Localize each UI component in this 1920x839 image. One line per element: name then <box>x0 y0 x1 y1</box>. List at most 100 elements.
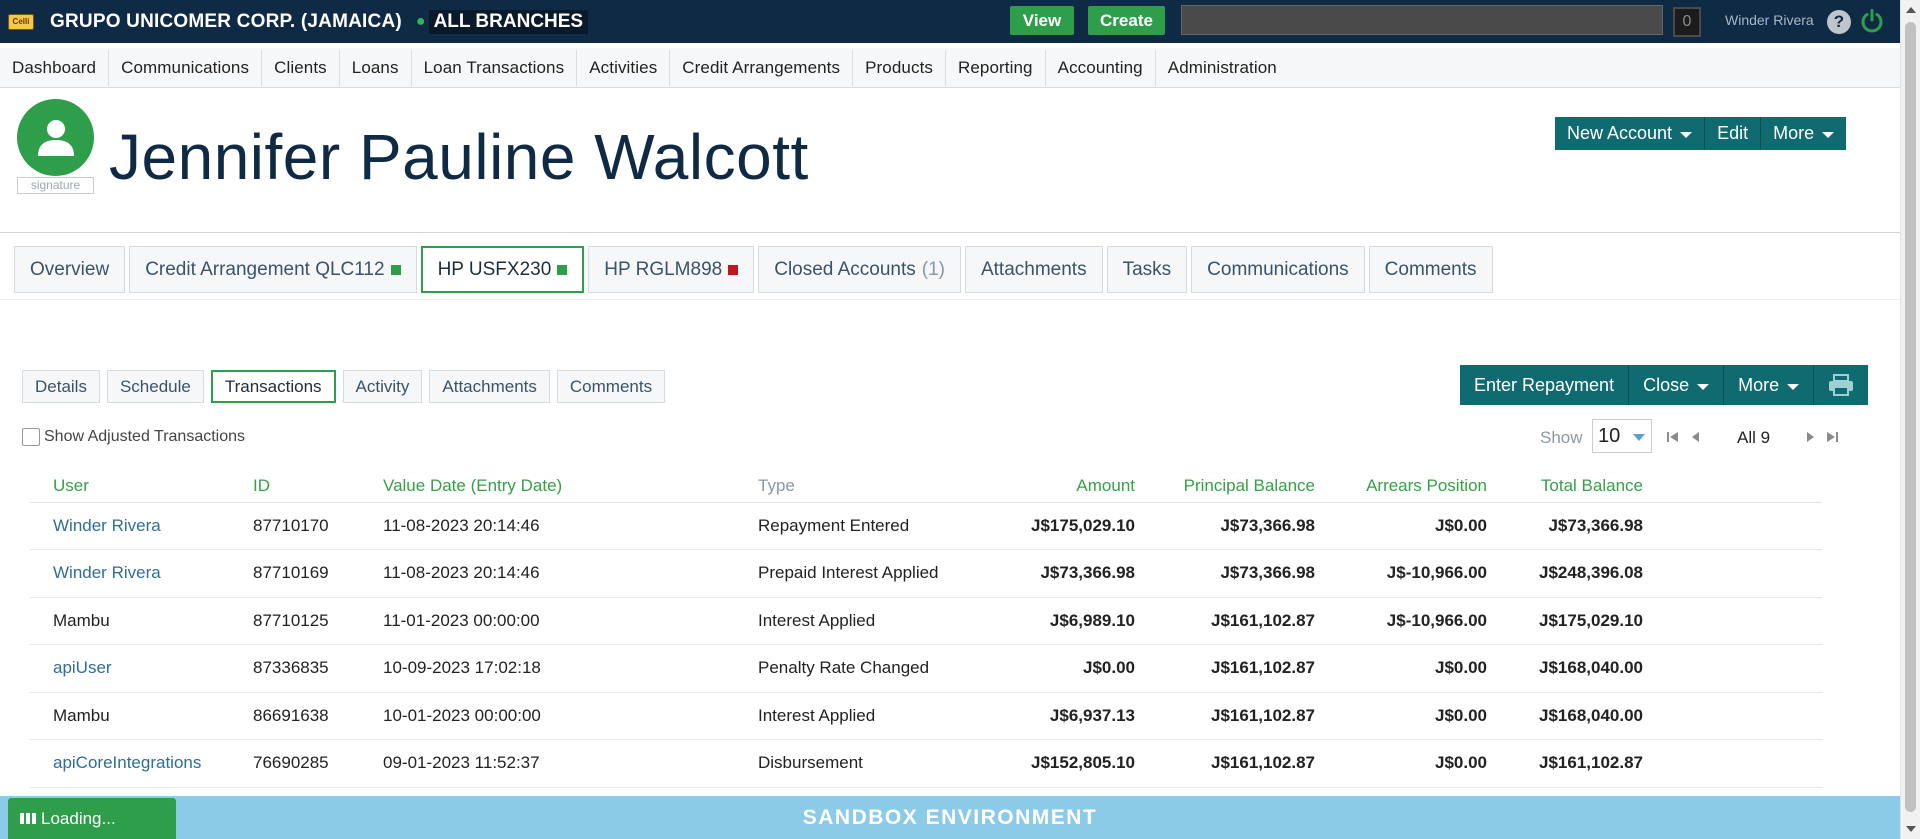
subtab-schedule[interactable]: Schedule <box>106 370 204 403</box>
nav-credit-arrangements[interactable]: Credit Arrangements <box>670 49 854 86</box>
transaction-id: 87710169 <box>253 549 383 598</box>
transaction-type: Penalty Rate Changed <box>758 644 978 693</box>
tab-closed-accounts-label: Closed Accounts <box>774 258 916 280</box>
chevron-down-icon <box>1787 383 1800 390</box>
tabs-divider <box>0 299 1900 300</box>
table-row[interactable]: Mambu 87710125 11-01-2023 00:00:00 Inter… <box>30 597 1822 645</box>
scroll-down-arrow[interactable] <box>1906 826 1916 832</box>
nav-activities[interactable]: Activities <box>577 49 671 86</box>
header-amount[interactable]: Amount <box>978 470 1135 503</box>
nav-clients[interactable]: Clients <box>262 49 340 86</box>
scrollbar-thumb[interactable] <box>1905 22 1916 812</box>
tab-attachments[interactable]: Attachments <box>964 246 1103 293</box>
subtab-details[interactable]: Details <box>22 370 100 403</box>
edit-button[interactable]: Edit <box>1705 117 1762 150</box>
arrears-position: J$0.00 <box>1315 692 1487 740</box>
client-avatar[interactable] <box>17 99 94 176</box>
view-button[interactable]: View <box>1010 6 1074 35</box>
enter-repayment-button[interactable]: Enter Repayment <box>1460 365 1630 405</box>
tab-hp-rglm898[interactable]: HP RGLM898 <box>588 246 755 293</box>
chevron-down-icon <box>1822 132 1835 138</box>
table-row[interactable]: Winder Rivera 87710169 11-08-2023 20:14:… <box>30 549 1822 598</box>
arrears-position: J$0.00 <box>1315 502 1487 550</box>
more-button[interactable]: More <box>1761 117 1846 150</box>
arrears-position: J$0.00 <box>1315 739 1487 788</box>
header-total-balance[interactable]: Total Balance <box>1487 470 1643 503</box>
vertical-scrollbar[interactable] <box>1900 0 1920 839</box>
nav-dashboard[interactable]: Dashboard <box>0 49 110 86</box>
tab-overview[interactable]: Overview <box>14 246 126 293</box>
create-button[interactable]: Create <box>1088 6 1165 35</box>
header-principal-balance[interactable]: Principal Balance <box>1135 470 1315 503</box>
total-balance: J$175,029.10 <box>1487 597 1643 645</box>
tab-comments[interactable]: Comments <box>1368 246 1493 293</box>
user-link[interactable]: Winder Rivera <box>53 563 161 583</box>
header-arrears-position[interactable]: Arrears Position <box>1315 470 1487 503</box>
transaction-id: 86691638 <box>253 692 383 740</box>
transactions-table: User ID Value Date (Entry Date) Type Amo… <box>30 470 1822 835</box>
nav-communications[interactable]: Communications <box>109 49 263 86</box>
last-page-icon[interactable] <box>1825 429 1839 445</box>
header-spacer <box>1643 470 1822 503</box>
tab-tasks[interactable]: Tasks <box>1106 246 1188 293</box>
transaction-id: 87710170 <box>253 502 383 550</box>
branch-selector[interactable]: ALL BRANCHES <box>428 9 589 34</box>
current-user[interactable]: Winder Rivera <box>1725 12 1814 28</box>
nav-administration[interactable]: Administration <box>1167 57 1277 77</box>
logout-power-icon[interactable] <box>1859 8 1885 34</box>
page-info: All 9 <box>1737 428 1771 447</box>
amount: J$175,029.10 <box>978 502 1135 550</box>
help-icon[interactable]: ? <box>1827 10 1851 34</box>
organization-name[interactable]: GRUPO UNICOMER CORP. (JAMAICA) <box>50 10 402 32</box>
subtab-transactions[interactable]: Transactions <box>210 370 336 403</box>
transaction-type: Prepaid Interest Applied <box>758 549 978 598</box>
value-date: 11-08-2023 20:14:46 <box>383 502 758 550</box>
dropdown-arrow-icon <box>1633 434 1645 441</box>
nav-accounting[interactable]: Accounting <box>1046 49 1156 86</box>
notification-count[interactable]: 0 <box>1673 7 1701 37</box>
table-row[interactable]: apiCoreIntegrations 76690285 09-01-2023 … <box>30 739 1822 788</box>
table-row[interactable]: apiUser 87336835 10-09-2023 17:02:18 Pen… <box>30 644 1822 693</box>
close-account-button[interactable]: Close <box>1629 365 1725 405</box>
header-type[interactable]: Type <box>758 470 978 503</box>
principal-balance: J$161,102.87 <box>1135 597 1315 645</box>
active-status-icon <box>557 264 568 275</box>
nav-loan-transactions[interactable]: Loan Transactions <box>412 49 578 86</box>
user-link[interactable]: apiUser <box>53 658 112 678</box>
tab-communications[interactable]: Communications <box>1191 246 1365 293</box>
new-account-button[interactable]: New Account <box>1555 117 1706 150</box>
page-size-select[interactable]: 10 <box>1592 419 1652 453</box>
amount: J$73,366.98 <box>978 549 1135 598</box>
nav-products[interactable]: Products <box>853 49 946 86</box>
show-label: Show <box>1540 428 1583 447</box>
next-page-icon[interactable] <box>1803 429 1817 445</box>
table-row[interactable]: Winder Rivera 87710170 11-08-2023 20:14:… <box>30 502 1822 550</box>
transaction-type: Interest Applied <box>758 597 978 645</box>
subtab-activity[interactable]: Activity <box>342 370 423 403</box>
subtab-comments[interactable]: Comments <box>556 370 666 403</box>
loan-more-button[interactable]: More <box>1724 365 1815 405</box>
previous-page-icon[interactable] <box>1689 429 1703 445</box>
user-link[interactable]: apiCoreIntegrations <box>53 753 202 773</box>
global-search-input[interactable] <box>1181 5 1663 35</box>
nav-loans[interactable]: Loans <box>340 49 412 86</box>
signature-box[interactable]: signature <box>17 177 94 194</box>
header-value-date[interactable]: Value Date (Entry Date) <box>383 470 758 503</box>
header-id[interactable]: ID <box>253 470 383 503</box>
tab-hp-usfx230[interactable]: HP USFX230 <box>420 246 585 293</box>
scroll-up-arrow[interactable] <box>1906 7 1916 13</box>
nav-reporting[interactable]: Reporting <box>946 49 1046 86</box>
user-link[interactable]: Winder Rivera <box>53 515 161 535</box>
tab-credit-arrangement[interactable]: Credit Arrangement QLC112 <box>129 246 417 293</box>
table-row[interactable]: Mambu 86691638 10-01-2023 00:00:00 Inter… <box>30 692 1822 740</box>
value-date: 09-01-2023 11:52:37 <box>383 739 758 788</box>
show-adjusted-checkbox[interactable]: Show Adjusted Transactions <box>22 428 245 446</box>
header-user[interactable]: User <box>30 470 253 503</box>
first-page-icon[interactable] <box>1666 429 1680 445</box>
transaction-type: Repayment Entered <box>758 502 978 550</box>
subtab-attachments[interactable]: Attachments <box>429 370 550 403</box>
checkbox-box[interactable] <box>22 428 40 446</box>
tab-closed-accounts[interactable]: Closed Accounts (1) <box>758 246 961 293</box>
print-button[interactable] <box>1814 365 1868 405</box>
logo-text: Celli <box>12 17 30 26</box>
